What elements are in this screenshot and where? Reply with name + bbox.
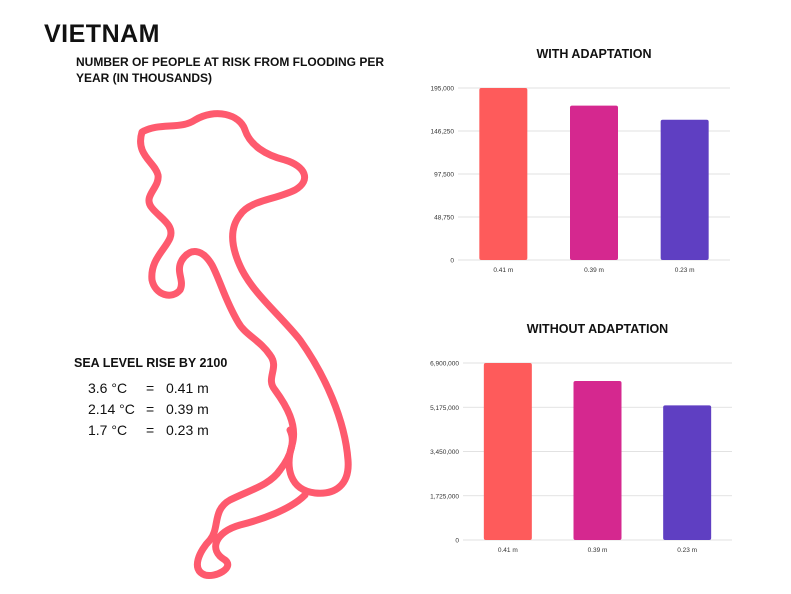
sea-level-row: 3.6 °C = 0.41 m bbox=[88, 378, 209, 399]
sea-level-row: 2.14 °C = 0.39 m bbox=[88, 399, 209, 420]
page-subtitle: NUMBER OF PEOPLE AT RISK FROM FLOODING P… bbox=[76, 55, 385, 85]
chart-with-adaptation: WITH ADAPTATION 0 48,750 97,500 146,250 195,0… bbox=[431, 47, 730, 274]
y-tick-label: 5,175,000 bbox=[430, 405, 459, 412]
temp-value: 3.6 °C bbox=[88, 380, 128, 396]
x-tick-label: 0.23 m bbox=[675, 267, 695, 274]
bar bbox=[483, 363, 532, 540]
temp-value: 2.14 °C bbox=[88, 401, 135, 417]
y-tick-label: 1,725,000 bbox=[430, 493, 459, 500]
y-tick-label: 3,450,000 bbox=[430, 449, 459, 456]
sea-level-row: 1.7 °C = 0.23 m bbox=[88, 420, 209, 441]
page-title: VIETNAM bbox=[44, 20, 160, 48]
chart-title: WITHOUT ADAPTATION bbox=[527, 322, 668, 336]
bar bbox=[570, 105, 618, 261]
sea-level-table: 3.6 °C = 0.41 m 2.14 °C = 0.39 m 1.7 °C … bbox=[88, 378, 209, 441]
y-tick-label: 0 bbox=[450, 258, 454, 265]
bar bbox=[663, 405, 712, 540]
x-tick-label: 0.41 m bbox=[493, 267, 513, 274]
y-tick-label: 195,000 bbox=[431, 86, 455, 93]
rise-value: 0.23 m bbox=[166, 422, 209, 438]
chart-title: WITH ADAPTATION bbox=[536, 47, 651, 61]
vietnam-map-south-path bbox=[193, 426, 309, 580]
x-tick-label: 0.39 m bbox=[588, 547, 608, 554]
rise-value: 0.41 m bbox=[166, 380, 209, 396]
bar bbox=[479, 88, 528, 260]
sea-level-title: SEA LEVEL RISE BY 2100 bbox=[74, 356, 228, 370]
bar bbox=[573, 380, 622, 540]
equals-sign: = bbox=[146, 380, 155, 396]
equals-sign: = bbox=[146, 422, 155, 438]
x-tick-label: 0.41 m bbox=[498, 547, 518, 554]
y-tick-label: 146,250 bbox=[431, 129, 455, 136]
y-tick-label: 6,900,000 bbox=[430, 361, 459, 368]
temp-value: 1.7 °C bbox=[88, 422, 128, 438]
y-tick-label: 48,750 bbox=[434, 215, 454, 222]
x-tick-label: 0.23 m bbox=[677, 547, 697, 554]
vietnam-map-outline bbox=[137, 110, 352, 580]
y-tick-label: 0 bbox=[455, 538, 459, 545]
chart-without-adaptation: WITHOUT ADAPTATION 0 1,725,000 3,450,000 5,1… bbox=[430, 322, 732, 554]
bar bbox=[660, 119, 709, 260]
equals-sign: = bbox=[146, 401, 155, 417]
y-tick-label: 97,500 bbox=[434, 172, 454, 179]
rise-value: 0.39 m bbox=[166, 401, 209, 417]
x-tick-label: 0.39 m bbox=[584, 267, 604, 274]
